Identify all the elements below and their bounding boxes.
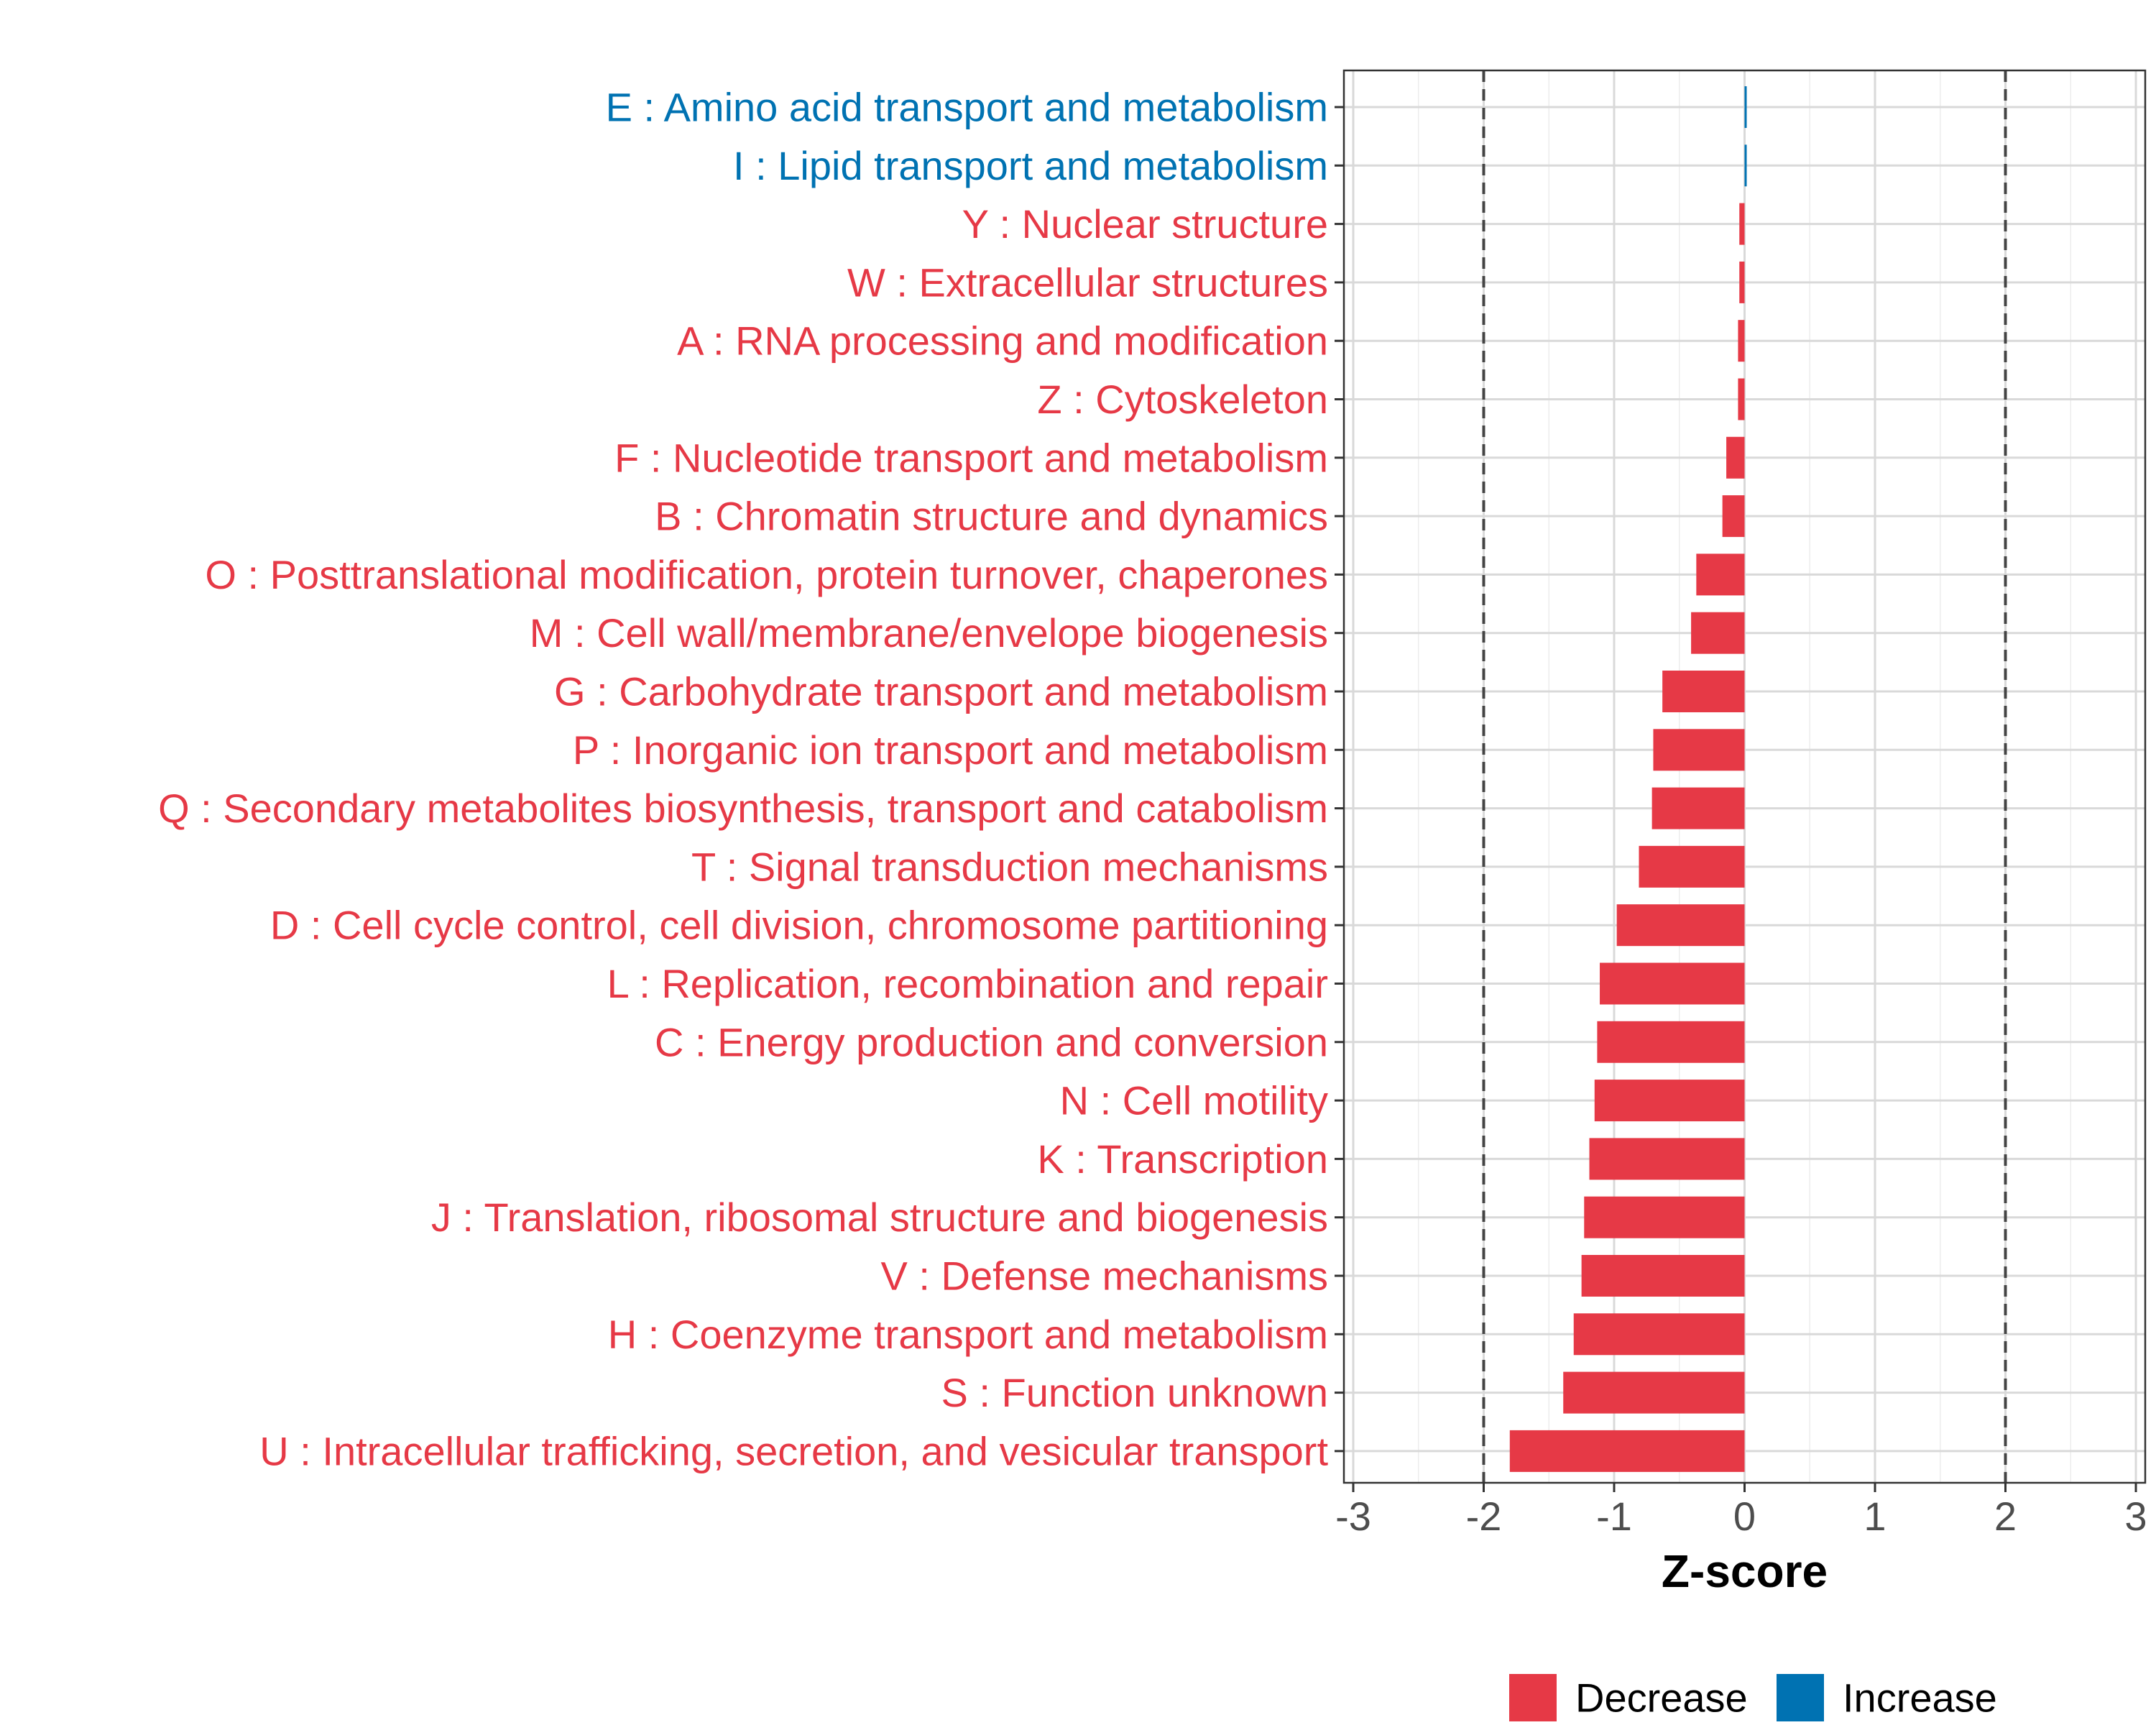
y-axis-labels: E : Amino acid transport and metabolism I… [158,85,1328,1474]
x-axis-ticks: -3 -2 -1 0 1 2 3 [1335,1483,2147,1539]
legend: Decrease Increase [1509,1674,1997,1721]
bars [1509,86,1747,1472]
bar [1597,1021,1745,1063]
y-tick-label: S : Function unknown [941,1370,1328,1415]
bar [1691,612,1745,654]
y-tick-label: N : Cell motility [1060,1078,1328,1123]
y-tick-label: B : Chromatin structure and dynamics [655,494,1328,539]
bar [1744,144,1747,187]
legend-label: Decrease [1575,1675,1748,1721]
y-tick-label: V : Defense mechanisms [881,1254,1328,1299]
bar [1726,436,1745,479]
bar [1744,86,1747,128]
y-tick-label: D : Cell cycle control, cell division, c… [270,903,1328,948]
x-tick-label: 3 [2124,1494,2147,1539]
bar [1563,1371,1745,1414]
bar [1696,553,1745,596]
y-tick-label: Z : Cytoskeleton [1037,377,1328,422]
x-tick-label: 0 [1733,1494,1756,1539]
legend-key [1777,1674,1824,1721]
bar [1651,787,1745,829]
bar [1600,962,1745,1005]
y-tick-label: F : Nucleotide transport and metabolism [614,435,1328,480]
reference-lines [1482,70,2007,1483]
bar [1594,1080,1745,1122]
bar [1738,320,1745,362]
bar [1738,378,1745,420]
legend-label: Increase [1843,1675,1997,1721]
y-axis-ticks [1335,106,1344,1453]
x-tick-label: 2 [1994,1494,2017,1539]
y-tick-label: A : RNA processing and modification [677,318,1328,364]
bar [1581,1255,1745,1297]
y-tick-label: M : Cell wall/membrane/envelope biogenes… [530,610,1328,656]
y-tick-label: H : Coenzyme transport and metabolism [608,1312,1328,1357]
y-tick-label: E : Amino acid transport and metabolism [606,85,1328,130]
x-tick-label: -2 [1466,1494,1502,1539]
y-tick-label: Y : Nuclear structure [962,201,1328,247]
y-tick-label: G : Carbohydrate transport and metabolis… [554,669,1328,714]
x-tick-label: -1 [1596,1494,1632,1539]
y-tick-label: T : Signal transduction mechanisms [691,844,1328,889]
x-tick-label: 1 [1864,1494,1886,1539]
y-tick-label: K : Transcription [1037,1136,1328,1182]
bar [1509,1430,1745,1472]
y-tick-label: L : Replication, recombination and repai… [607,961,1328,1006]
bar [1639,845,1745,888]
y-tick-label: P : Inorganic ion transport and metaboli… [573,727,1328,773]
bar [1662,671,1745,712]
legend-key [1509,1674,1557,1721]
bar [1739,203,1745,245]
y-tick-label: J : Translation, ribosomal structure and… [431,1195,1328,1240]
bar [1739,261,1745,303]
y-tick-label: Q : Secondary metabolites biosynthesis, … [158,786,1328,831]
bar [1589,1138,1745,1180]
y-tick-label: C : Energy production and conversion [655,1019,1328,1064]
y-tick-label: I : Lipid transport and metabolism [733,143,1328,188]
bar [1653,729,1745,771]
bar [1616,904,1745,947]
bar [1573,1313,1745,1356]
bar [1722,495,1745,538]
x-tick-label: -3 [1335,1494,1371,1539]
y-tick-label: O : Posttranslational modification, prot… [205,552,1328,597]
x-axis-title: Z-score [1662,1545,1828,1597]
y-tick-label: W : Extracellular structures [847,259,1328,305]
y-tick-label: U : Intracellular trafficking, secretion… [259,1428,1328,1473]
bar [1584,1196,1745,1238]
